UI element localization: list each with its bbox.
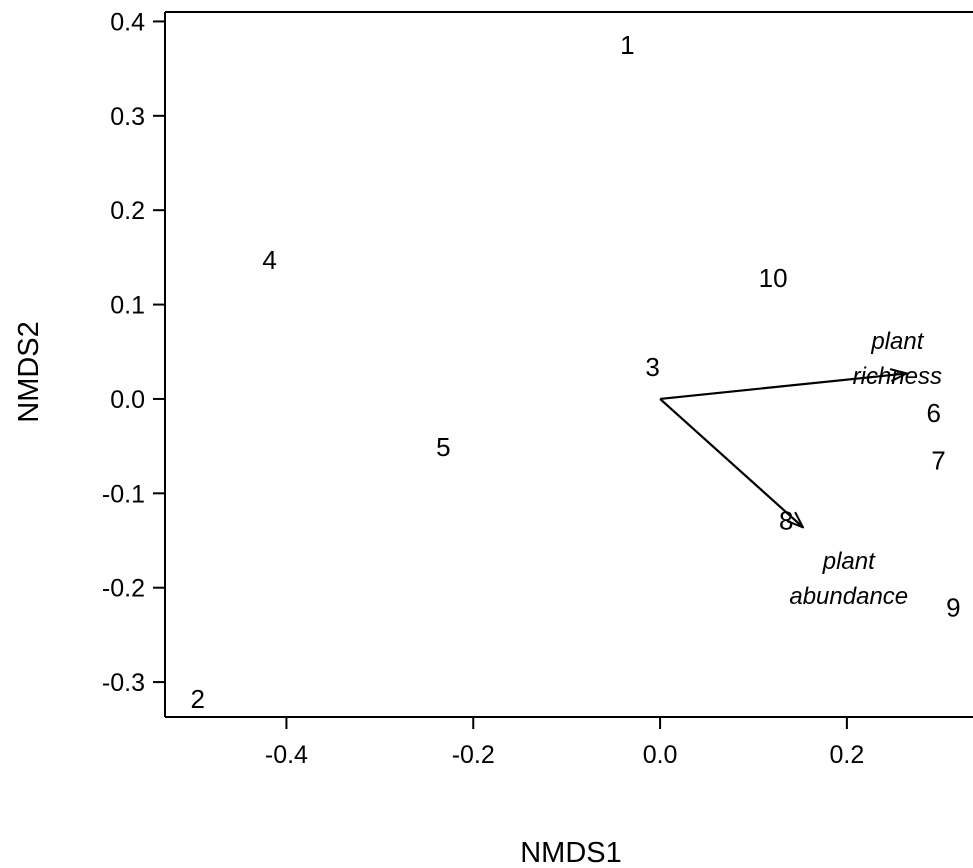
vector-label-line: richness [853, 363, 942, 390]
y-tick-label: -0.1 [102, 480, 145, 508]
x-tick-label: 0.0 [643, 741, 678, 769]
site-point-label: 3 [645, 352, 659, 382]
y-tick-label: -0.3 [102, 669, 145, 697]
vector-label-line: abundance [789, 583, 908, 610]
x-tick-label: -0.2 [452, 741, 495, 769]
site-point-label: 6 [927, 398, 941, 428]
vector-label-line: plant [870, 328, 924, 355]
vector-label: plant richness [853, 328, 942, 390]
vector-label: plant abundance [789, 548, 908, 610]
vector-arrow [659, 373, 907, 401]
y-axis-title: NMDS2 [13, 321, 45, 423]
site-point-label: 2 [190, 684, 204, 714]
y-tick-label: 0.1 [110, 292, 145, 320]
site-point-label: 4 [262, 245, 276, 275]
vector-label-line: plant [822, 548, 876, 575]
site-point-label: 7 [931, 445, 945, 475]
vector-arrow [659, 398, 803, 527]
x-tick-label: -0.4 [265, 741, 308, 769]
y-tick-label: 0.3 [110, 103, 145, 131]
axes: -0.4 -0.2 0.0 0.2 0.4 0.3 0.2 0.1 0.0 -0.1 -0.2 -0.… [102, 8, 973, 769]
y-tick-label: 0.0 [110, 386, 145, 414]
site-point-label: 1 [620, 30, 634, 60]
y-tick-label: 0.4 [110, 8, 145, 36]
site-point-label: 10 [759, 263, 788, 293]
y-tick-label: 0.2 [110, 197, 145, 225]
site-point-label: 9 [946, 593, 960, 623]
y-tick-label: -0.2 [102, 575, 145, 603]
site-point-label: 5 [436, 432, 450, 462]
environmental-vectors: plant richness plant abundance [659, 328, 942, 610]
site-point-label: 8 [779, 506, 793, 536]
site-points: 1 2 3 4 5 6 7 8 9 10 [190, 30, 960, 714]
x-tick-label: 0.2 [830, 741, 865, 769]
x-axis-title: NMDS1 [520, 837, 622, 868]
